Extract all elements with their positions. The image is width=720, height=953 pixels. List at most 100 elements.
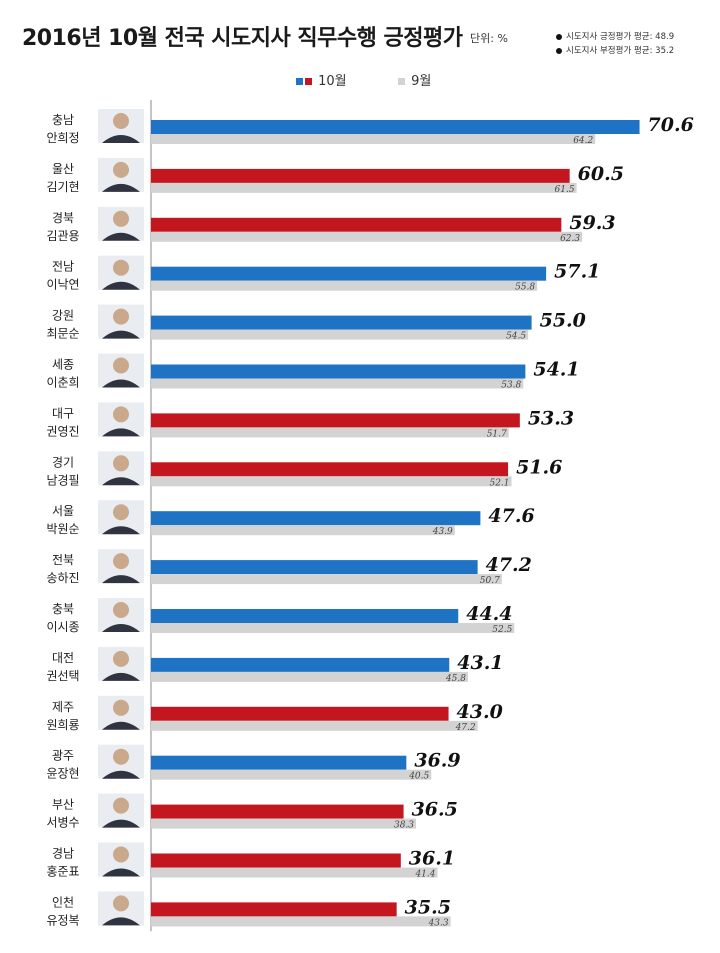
value-label-previous: 38.3	[394, 821, 414, 831]
bar-current	[151, 560, 478, 575]
governor-name-label: 유정복	[46, 913, 79, 927]
photo-body	[102, 917, 140, 926]
value-label-previous: 64.2	[573, 136, 593, 146]
value-label-current: 36.5	[412, 799, 458, 821]
governor-photo	[98, 744, 144, 779]
bar-current	[151, 853, 401, 868]
value-label-previous: 55.8	[515, 283, 535, 293]
value-label-current: 43.1	[457, 652, 503, 674]
gray-swatch-icon	[398, 78, 405, 85]
negative-average-note: 시도지사 부정평가 평균: 35.2	[556, 44, 674, 56]
bar-previous	[151, 427, 509, 438]
governor-name-label: 이춘희	[46, 376, 79, 390]
governor-name-label: 박원순	[46, 522, 79, 536]
region-label: 강원	[52, 309, 74, 323]
photo-head	[113, 553, 129, 570]
governor-photo	[98, 695, 144, 730]
value-label-previous: 43.9	[432, 527, 453, 537]
value-label-previous: 45.8	[445, 674, 466, 684]
bar-current	[151, 511, 481, 526]
bar-current	[151, 462, 509, 477]
legend-item-previous: 9월	[398, 70, 431, 89]
value-label-previous: 43.3	[428, 918, 449, 928]
photo-body	[102, 624, 140, 632]
bar-current	[151, 706, 449, 721]
bar-previous	[151, 476, 512, 487]
bar-previous	[151, 182, 577, 193]
bar-current	[151, 364, 526, 379]
bar-previous	[151, 818, 417, 829]
region-label: 경남	[52, 847, 74, 861]
positive-average-note: 시도지사 긍정평가 평균: 48.9	[556, 30, 674, 42]
governor-name-label: 최문순	[46, 327, 79, 341]
region-label: 서울	[52, 504, 74, 518]
region-label: 전북	[52, 553, 74, 567]
value-label-current: 57.1	[554, 261, 600, 283]
value-label-previous: 54.5	[506, 332, 526, 342]
bar-previous	[151, 231, 583, 242]
bar-previous	[151, 134, 596, 144]
governor-photo	[98, 793, 144, 828]
value-label-current: 47.2	[486, 554, 532, 576]
photo-body	[102, 477, 140, 486]
governor-name-label: 홍준표	[46, 865, 79, 879]
governor-name-label: 김기현	[46, 180, 79, 194]
photo-body	[102, 281, 140, 290]
region-label: 제주	[52, 700, 74, 714]
photo-body	[102, 819, 140, 828]
value-label-current: 59.3	[569, 212, 615, 234]
bar-current	[151, 413, 520, 428]
bar-previous	[151, 525, 455, 536]
photo-body	[102, 526, 140, 535]
region-label: 인천	[52, 894, 74, 909]
value-label-current: 54.1	[533, 359, 579, 381]
bar-previous	[151, 671, 468, 682]
region-label: 대구	[52, 406, 74, 420]
bar-current	[151, 217, 562, 232]
value-label-previous: 52.5	[492, 625, 512, 635]
governor-name-label: 서병수	[46, 816, 79, 830]
photo-head	[113, 748, 129, 765]
chart-title: 2016년 10월 전국 시도지사 직무수행 긍정평가	[22, 26, 463, 51]
photo-body	[102, 330, 140, 339]
photo-head	[113, 210, 129, 227]
photo-head	[113, 406, 129, 423]
bar-current	[151, 657, 450, 672]
bullet-icon	[556, 47, 562, 54]
legend-label-current: 10월	[318, 74, 347, 89]
governor-photo	[98, 304, 144, 339]
governor-photo	[98, 353, 144, 388]
positive-average-text: 시도지사 긍정평가 평균: 48.9	[566, 32, 675, 42]
bar-previous	[151, 623, 515, 633]
blue-swatch-icon	[296, 78, 303, 85]
region-label: 전남	[52, 260, 74, 274]
governor-photo	[98, 157, 144, 192]
photo-head	[113, 308, 129, 325]
bar-previous	[151, 720, 478, 731]
governor-name-label: 원희룡	[46, 718, 79, 732]
governor-photo	[98, 598, 144, 632]
photo-body	[102, 575, 140, 584]
bar-current	[151, 804, 404, 819]
governor-name-label: 권선택	[46, 669, 79, 683]
value-label-current: 70.6	[648, 114, 694, 136]
governor-name-label: 송하진	[46, 571, 79, 585]
photo-head	[113, 259, 129, 276]
governor-name-label: 안희정	[46, 131, 79, 145]
region-label: 대전	[52, 651, 74, 665]
photo-head	[113, 602, 129, 618]
photo-head	[113, 699, 129, 716]
photo-head	[113, 504, 129, 521]
bar-previous	[151, 280, 538, 291]
governor-photo	[98, 500, 144, 535]
value-label-previous: 40.5	[408, 772, 429, 782]
